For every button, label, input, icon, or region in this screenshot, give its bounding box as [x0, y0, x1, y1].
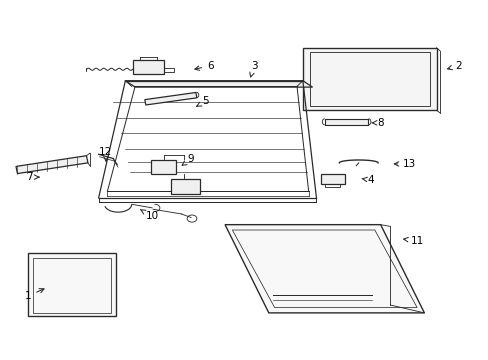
Bar [324, 184, 340, 187]
Bar [170, 179, 200, 194]
Bar [132, 60, 164, 73]
Polygon shape [125, 81, 312, 87]
Polygon shape [16, 156, 88, 174]
Bar [321, 174, 344, 184]
Text: 6: 6 [194, 61, 213, 71]
Text: 2: 2 [447, 61, 461, 71]
Text: 11: 11 [403, 236, 423, 246]
Polygon shape [144, 93, 197, 105]
Text: 7: 7 [26, 172, 39, 182]
Bar [164, 68, 174, 72]
Polygon shape [28, 253, 116, 316]
Text: 13: 13 [393, 159, 416, 169]
Text: 4: 4 [361, 175, 373, 185]
Text: 1: 1 [25, 289, 44, 301]
Text: 5: 5 [196, 96, 208, 107]
Polygon shape [224, 225, 424, 313]
Text: 3: 3 [249, 61, 257, 77]
Text: 8: 8 [371, 118, 383, 128]
Text: 12: 12 [99, 147, 112, 161]
Text: 10: 10 [140, 210, 158, 221]
Polygon shape [302, 48, 436, 111]
Polygon shape [324, 118, 368, 125]
Bar [151, 160, 176, 174]
Text: 9: 9 [182, 154, 194, 165]
